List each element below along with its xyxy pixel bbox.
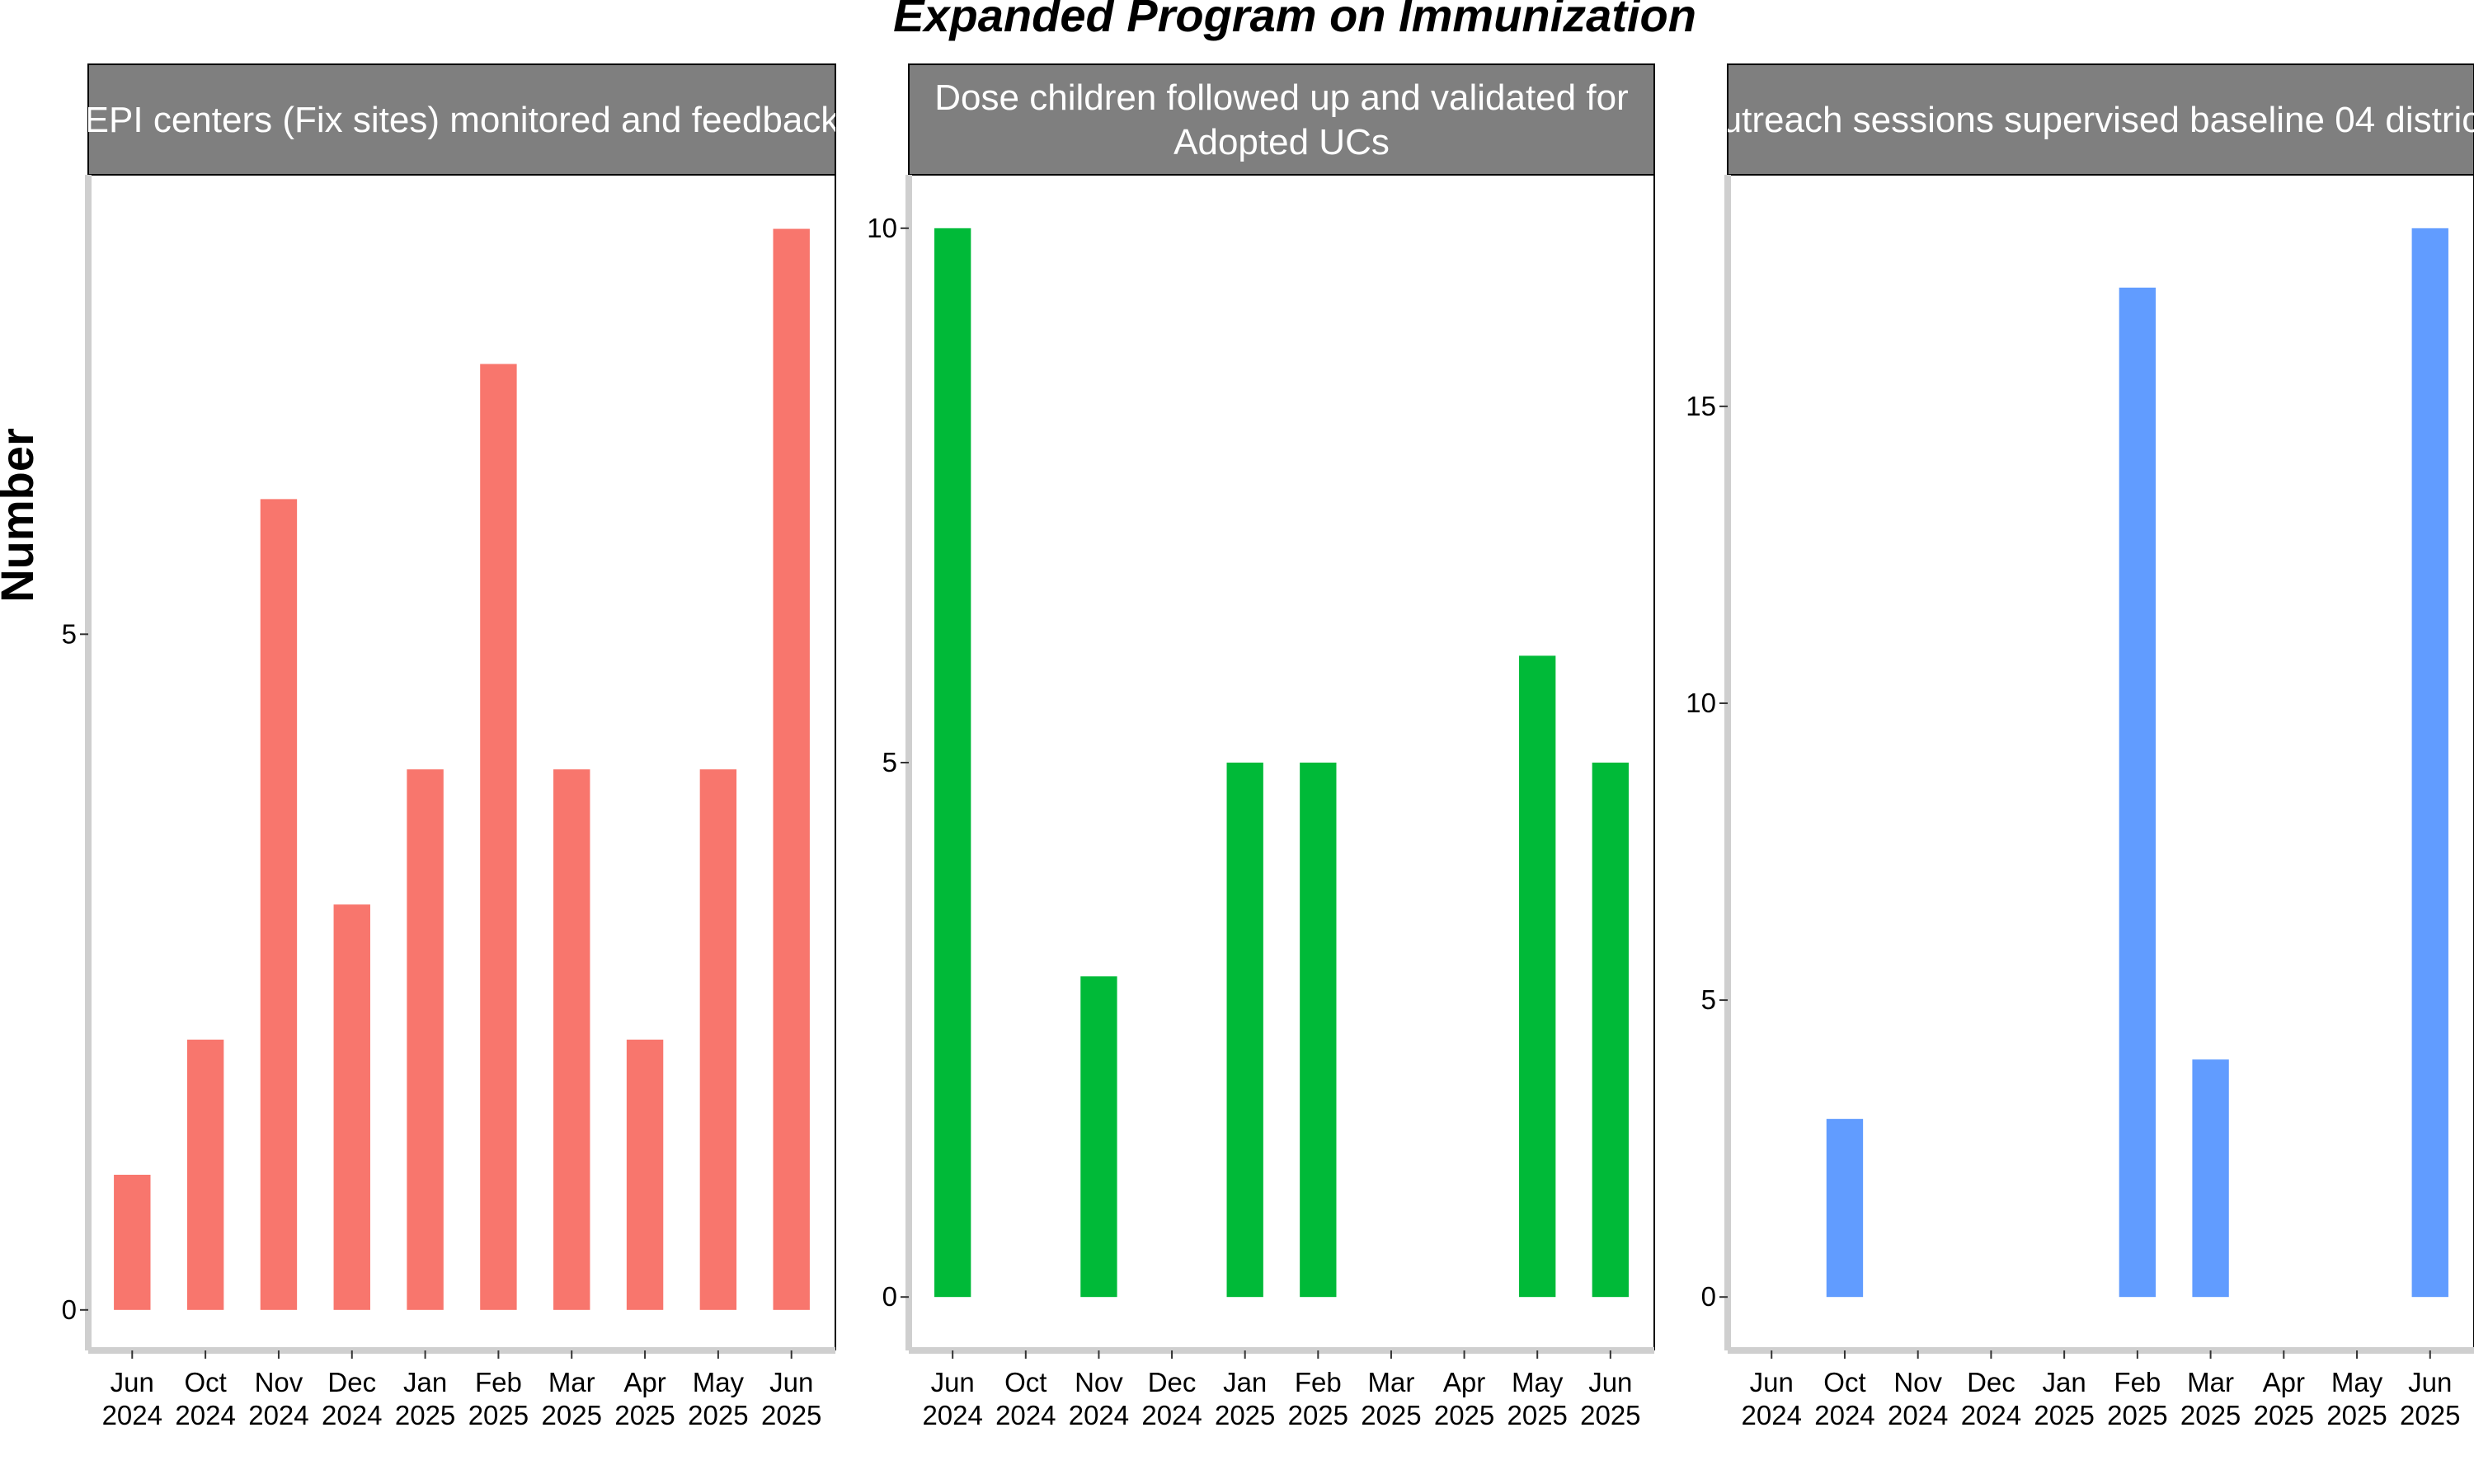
bar: [187, 1040, 223, 1310]
y-tick-label: 0: [62, 1294, 77, 1325]
bar: [407, 769, 443, 1310]
x-tick-label: Oct 2024: [175, 1367, 235, 1430]
x-tick-label: Jan 2025: [395, 1367, 455, 1430]
x-tick-label: Jun 2025: [761, 1367, 821, 1430]
y-tick-label: 5: [1701, 984, 1716, 1015]
x-tick-label: Jun 2025: [2400, 1367, 2460, 1430]
y-tick-label: 0: [1701, 1281, 1716, 1312]
x-tick-label: Nov 2024: [1888, 1367, 1948, 1430]
x-tick-label: Jan 2025: [1215, 1367, 1275, 1430]
x-tick-label: Oct 2024: [1814, 1367, 1874, 1430]
y-tick-label: 5: [62, 618, 77, 649]
facet-strip-label: Outreach sessions supervised baseline 04…: [1693, 100, 2474, 140]
x-tick-label: Jun 2024: [1742, 1367, 1802, 1430]
bar: [1592, 763, 1629, 1297]
x-tick-label: Apr 2025: [614, 1367, 675, 1430]
x-tick-label: May 2025: [2326, 1367, 2387, 1430]
x-tick-label: Jun 2024: [922, 1367, 982, 1430]
facet-panel: Dose children followed up and validated …: [867, 64, 1654, 1430]
y-tick-label: 10: [867, 213, 897, 243]
bar: [1519, 655, 1555, 1297]
y-tick-label: 15: [1686, 391, 1716, 421]
x-tick-label: Mar 2025: [1361, 1367, 1421, 1430]
y-tick-label: 10: [1686, 688, 1716, 718]
bar: [700, 769, 736, 1310]
facet-strip-label: Adopted UCs: [1174, 122, 1390, 162]
x-tick-label: Apr 2025: [2254, 1367, 2314, 1430]
facet-panel: EPI centers (Fix sites) monitored and fe…: [62, 64, 840, 1430]
x-tick-label: May 2025: [688, 1367, 748, 1430]
bar: [1300, 763, 1336, 1297]
x-tick-label: Oct 2024: [995, 1367, 1056, 1430]
bar: [1080, 976, 1117, 1297]
x-tick-label: Jun 2024: [102, 1367, 162, 1430]
facet-strip-label: Dose children followed up and validated …: [934, 77, 1628, 118]
x-tick-label: Feb 2025: [1288, 1367, 1348, 1430]
bar: [334, 904, 370, 1310]
x-tick-label: Mar 2025: [2180, 1367, 2241, 1430]
bar: [2119, 288, 2156, 1297]
bar: [627, 1040, 663, 1310]
x-tick-label: Dec 2024: [1141, 1367, 1202, 1430]
x-tick-label: Mar 2025: [542, 1367, 602, 1430]
bar: [553, 769, 590, 1310]
facet-panel: Outreach sessions supervised baseline 04…: [1686, 64, 2474, 1430]
y-tick-label: 0: [882, 1281, 897, 1312]
bar: [2412, 228, 2448, 1297]
x-tick-label: Dec 2024: [322, 1367, 382, 1430]
y-tick-label: 5: [882, 747, 897, 777]
chart-panels: EPI centers (Fix sites) monitored and fe…: [62, 64, 2474, 1430]
bar: [480, 364, 516, 1309]
bar: [934, 228, 971, 1297]
x-tick-label: Jun 2025: [1580, 1367, 1640, 1430]
y-axis-label: Number: [0, 428, 43, 603]
bar: [2192, 1059, 2228, 1297]
x-tick-label: Dec 2024: [1961, 1367, 2021, 1430]
bar: [774, 229, 810, 1310]
bar: [1827, 1119, 1863, 1297]
x-tick-label: Nov 2024: [1069, 1367, 1129, 1430]
x-tick-label: May 2025: [1507, 1367, 1567, 1430]
x-tick-label: Jan 2025: [2034, 1367, 2094, 1430]
facet-strip-label: EPI centers (Fix sites) monitored and fe…: [85, 100, 840, 140]
chart-title: Expanded Program on Immunization: [893, 0, 1696, 41]
bar: [261, 499, 297, 1309]
x-tick-label: Nov 2024: [248, 1367, 308, 1430]
x-tick-label: Apr 2025: [1434, 1367, 1494, 1430]
bar: [1227, 763, 1263, 1297]
x-tick-label: Feb 2025: [2107, 1367, 2167, 1430]
x-tick-label: Feb 2025: [468, 1367, 529, 1430]
bar: [114, 1175, 150, 1310]
